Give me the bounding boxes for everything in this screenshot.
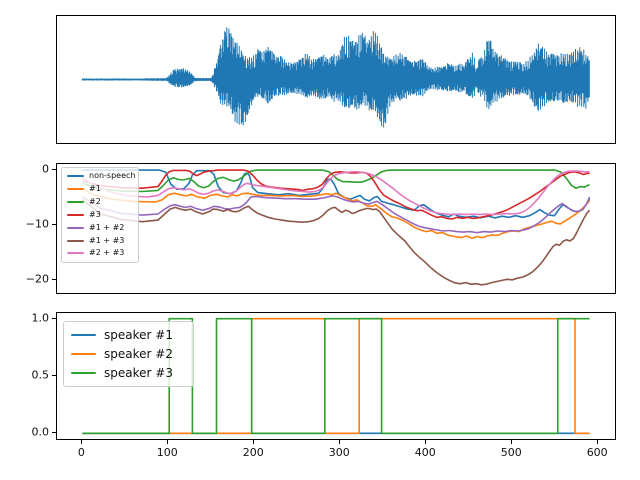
x-tick-mark (425, 440, 427, 444)
legend-label: speaker #1 (104, 328, 173, 343)
series--1-2 (81, 195, 591, 234)
y-tick-mark (52, 278, 56, 280)
series--2 (82, 169, 590, 193)
legend-line-swatch (71, 352, 96, 355)
speaker-activity-canvas (82, 317, 590, 435)
legend-item: #3 (67, 209, 133, 219)
y-tick-mark (52, 169, 56, 171)
legend-line-swatch (67, 226, 84, 229)
legend-line-swatch (67, 213, 84, 216)
speaker-activity-plot: speaker #1 speaker #2 speaker #3 (56, 312, 616, 440)
legend-line-swatch (67, 175, 84, 178)
series--3 (82, 169, 590, 220)
legend-line-swatch (67, 201, 84, 204)
legend-label: #1 + #2 (89, 222, 125, 232)
legend-label: #1 + #3 (89, 235, 125, 245)
y-tick-mark (52, 375, 56, 376)
legend-line-swatch (67, 239, 84, 242)
y-tick-mark (52, 317, 56, 319)
x-tick-mark (339, 440, 341, 444)
legend-label: #1 (89, 184, 101, 194)
y-tick-label: 0.0 (31, 425, 50, 439)
x-tick-mark (597, 440, 599, 444)
legend-label: #3 (89, 209, 101, 219)
probability-plot: non-speech #1 #2 #3 #1 + #2 #1 + #3 #2 + #3 (56, 163, 616, 294)
y-tick-mark (52, 432, 56, 434)
y-tick-label: −10 (25, 217, 49, 231)
legend-line-swatch (67, 188, 84, 191)
legend-label: speaker #2 (104, 346, 173, 361)
speaker-legend: speaker #1 speaker #2 speaker #3 (63, 321, 194, 387)
x-tick-mark (81, 440, 83, 444)
y-tick-label: 0.5 (31, 368, 50, 382)
legend-item: #2 + #3 (67, 249, 133, 257)
x-tick-label: 600 (586, 446, 608, 459)
legend-item: non-speech (67, 171, 136, 181)
legend-item: #1 (67, 185, 133, 193)
x-tick-label: 100 (156, 446, 178, 459)
legend-item: speaker #2 (71, 348, 186, 360)
x-tick-label: 400 (414, 446, 436, 459)
series--1 (82, 188, 591, 239)
x-tick-mark (511, 440, 513, 444)
legend-item: #1 + #3 (67, 235, 133, 245)
waveform-canvas (81, 27, 590, 128)
legend-label: non-speech (89, 171, 136, 181)
series-speaker-3 (82, 317, 590, 435)
probability-canvas (81, 169, 591, 286)
x-tick-mark (167, 440, 169, 444)
legend-label: speaker #3 (104, 365, 173, 380)
x-tick-label: 500 (500, 446, 522, 459)
y-tick-label: 1.0 (31, 311, 50, 325)
waveform-trace (81, 27, 590, 128)
legend-label: #2 (89, 197, 101, 207)
y-tick-label: 0 (42, 162, 49, 176)
legend-item: #2 (67, 198, 133, 206)
probability-legend: non-speech #1 #2 #3 #1 + #2 #1 + #3 #2 + #3 (61, 167, 139, 263)
x-tick-mark (253, 440, 255, 444)
legend-item: #1 + #2 (67, 222, 133, 232)
legend-label: #2 + #3 (89, 248, 125, 258)
legend-line-swatch (71, 334, 96, 337)
legend-line-swatch (71, 371, 96, 374)
legend-item: speaker #3 (71, 367, 186, 379)
y-tick-mark (52, 224, 56, 225)
x-tick-label: 200 (242, 446, 264, 459)
legend-line-swatch (67, 252, 84, 255)
series--2-3 (81, 170, 590, 216)
series--1-3 (81, 199, 591, 286)
x-tick-label: 0 (77, 446, 85, 459)
y-tick-label: −20 (25, 272, 49, 286)
legend-item: speaker #1 (71, 329, 186, 341)
waveform-plot (56, 15, 616, 144)
x-tick-label: 300 (328, 446, 350, 459)
